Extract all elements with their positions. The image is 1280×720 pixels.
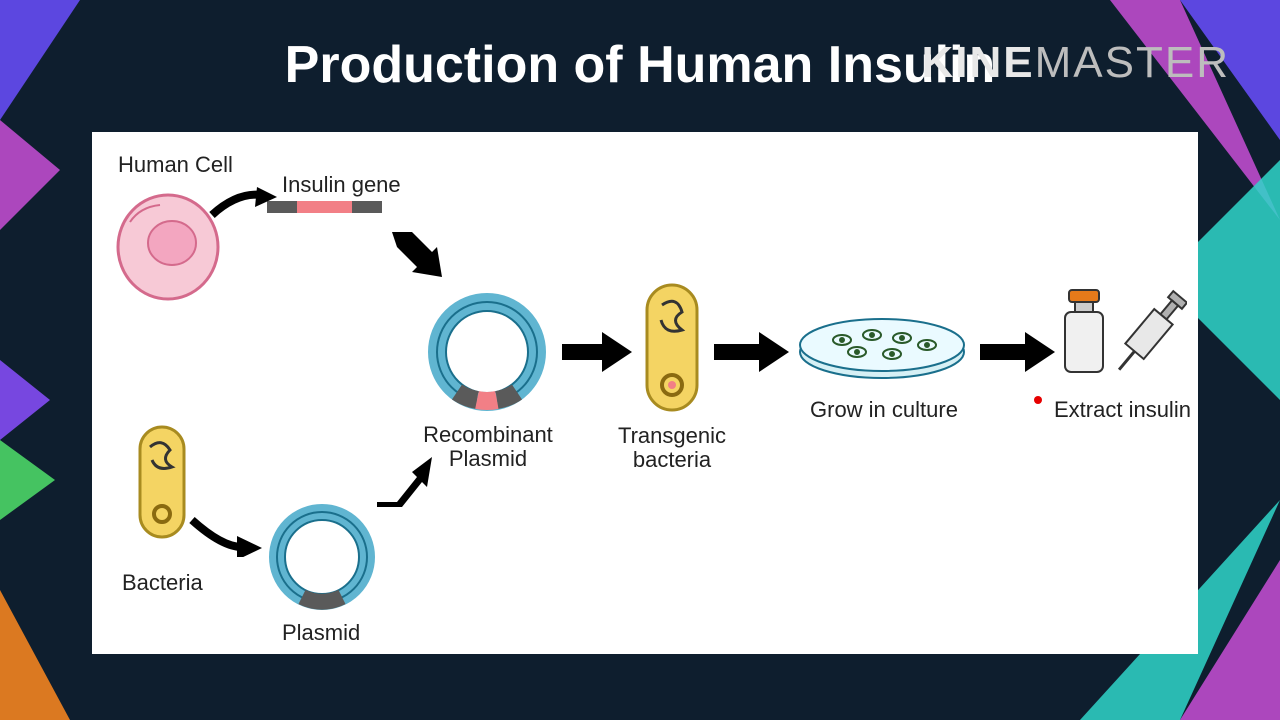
petri-dish-icon — [792, 310, 972, 390]
label-insulin-gene: Insulin gene — [282, 172, 401, 198]
arrow-icon — [562, 332, 632, 372]
diagram-panel: Human Cell Insulin gene Bacteria Plasm — [92, 132, 1198, 654]
arrow-icon — [187, 512, 262, 557]
pointer-dot-icon — [1034, 396, 1042, 404]
vial-syringe-icon — [1057, 282, 1187, 392]
label-human-cell: Human Cell — [118, 152, 233, 178]
recombinant-plasmid-icon — [422, 287, 552, 417]
label-recombinant-1: Recombinant — [423, 422, 553, 448]
label-transgenic-1: Transgenic — [617, 423, 727, 449]
watermark-part1: KINE — [922, 38, 1035, 87]
arrow-icon — [980, 332, 1055, 372]
watermark-part2: MASTER — [1035, 38, 1230, 87]
label-transgenic-2: bacteria — [617, 447, 727, 473]
bacteria-icon — [132, 422, 192, 542]
label-plasmid: Plasmid — [282, 620, 360, 646]
arrow-icon — [387, 227, 447, 287]
plasmid-icon — [262, 497, 382, 617]
watermark: KINEMASTER — [922, 38, 1230, 88]
label-extract-insulin: Extract insulin — [1054, 397, 1191, 423]
label-grow-culture: Grow in culture — [810, 397, 958, 423]
label-recombinant-2: Plasmid — [423, 446, 553, 472]
label-bacteria: Bacteria — [122, 570, 203, 596]
arrow-icon — [714, 332, 789, 372]
insulin-gene-icon — [267, 198, 387, 218]
transgenic-bacteria-icon — [637, 280, 707, 415]
arrow-icon — [207, 187, 277, 227]
